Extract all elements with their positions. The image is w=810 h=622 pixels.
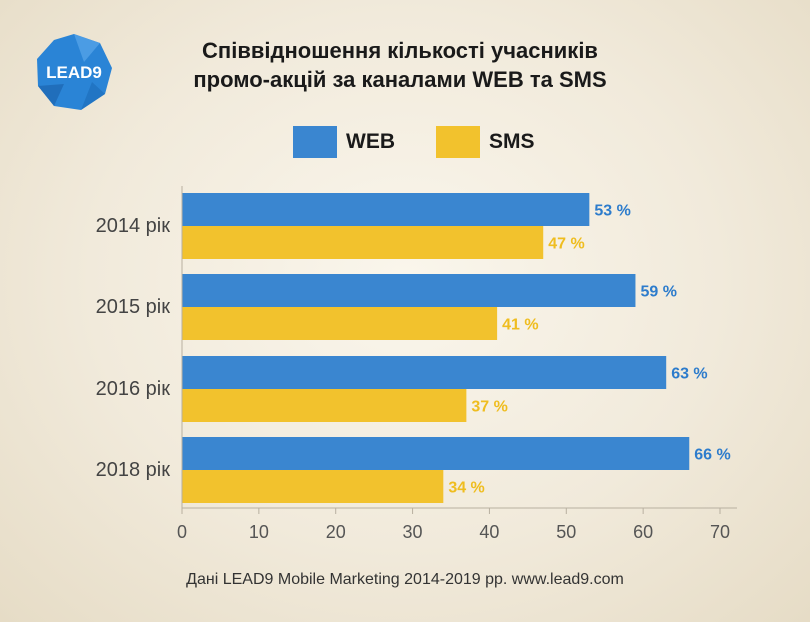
source-note: Дані LEAD9 Mobile Marketing 2014-2019 pp… [186,571,624,588]
category-label: 2016 рік [96,378,171,400]
bar-sms [182,226,544,259]
legend-label-sms: SMS [489,130,535,153]
data-label-web: 66 % [694,447,730,464]
x-tick-label: 0 [177,522,187,542]
chart-title: Співвідношення кількості учасників промо… [120,36,680,94]
bar-web [182,274,636,307]
bar-web [182,437,690,470]
data-label-web: 59 % [640,284,676,301]
x-tick-label: 50 [556,522,576,542]
lead9-logo: LEAD9 [34,32,114,112]
x-tick-label: 40 [479,522,499,542]
x-tick-label: 70 [710,522,730,542]
chart-title-line2: промо-акцій за каналами WEB та SMS [193,67,607,92]
data-label-web: 63 % [671,366,707,383]
bar-web [182,356,667,389]
legend-swatch-web [293,126,337,158]
legend-swatch-sms [436,126,480,158]
data-label-sms: 34 % [448,480,484,497]
data-label-sms: 37 % [471,399,507,416]
data-label-web: 53 % [594,203,630,220]
bar-sms [182,389,467,422]
x-tick-label: 20 [326,522,346,542]
chart-title-line1: Співвідношення кількості учасників [202,38,598,63]
data-label-sms: 47 % [548,236,584,253]
data-label-sms: 41 % [502,317,538,334]
x-tick-label: 10 [249,522,269,542]
logo-text: LEAD9 [46,63,102,82]
legend-label-web: WEB [346,130,395,153]
bar-sms [182,307,498,340]
bar-sms [182,470,444,503]
category-label: 2015 рік [96,296,171,318]
category-label: 2018 рік [96,459,171,481]
x-tick-label: 30 [403,522,423,542]
bar-web [182,193,590,226]
x-tick-label: 60 [633,522,653,542]
category-label: 2014 рік [96,215,171,237]
chart-legend: WEB SMS [0,126,810,160]
